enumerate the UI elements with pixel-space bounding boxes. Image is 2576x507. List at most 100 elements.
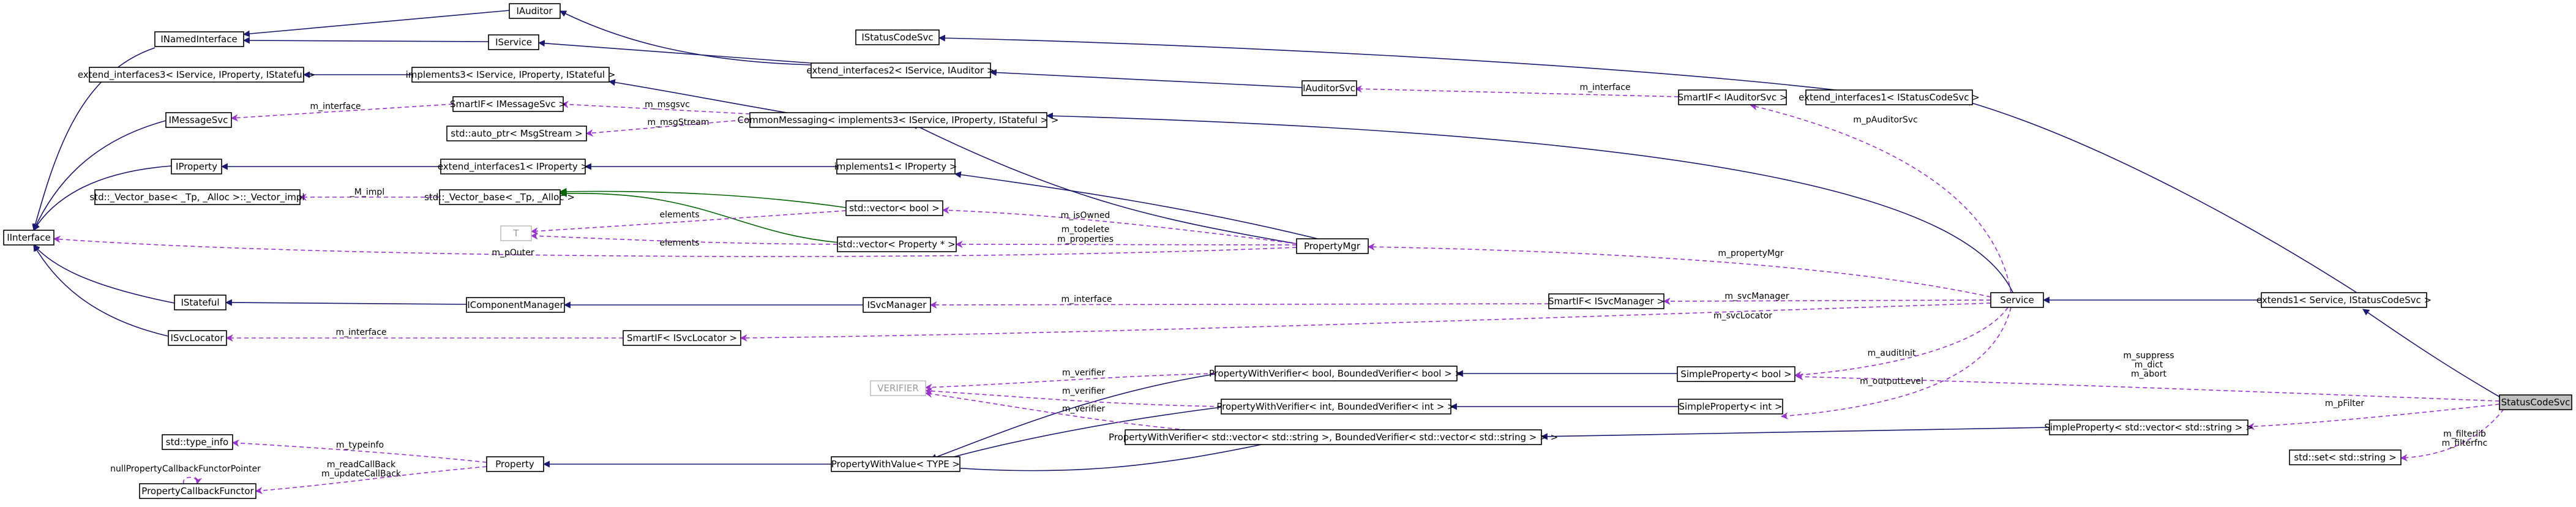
node-property[interactable]: Property [486, 456, 544, 472]
node-isvcmanager[interactable]: ISvcManager [863, 297, 931, 313]
svg-text:T: T [512, 228, 519, 239]
node-implements1-iproperty[interactable]: implements1< IProperty > [834, 159, 957, 175]
svg-text:CommonMessaging< implements3<: CommonMessaging< implements3< IService, … [738, 115, 1059, 126]
node-iauditor[interactable]: IAuditor [509, 3, 561, 19]
node-isvclocator[interactable]: ISvcLocator [168, 330, 227, 346]
svg-text:Service: Service [2000, 295, 2034, 306]
svg-text:extend_interfaces1< IStatusCod: extend_interfaces1< IStatusCodeSvc > [1799, 92, 1980, 103]
svg-text:VERIFIER: VERIFIER [877, 383, 919, 394]
node-smartif-isvcmanager[interactable]: SmartIF< ISvcManager > [1548, 293, 1664, 309]
label-m-pauditorsvc: m_pAuditorSvc [1853, 115, 1917, 125]
node-iinterface[interactable]: IInterface [3, 230, 54, 246]
node-istateful[interactable]: IStateful [174, 295, 227, 310]
edge-vectorbool-vectorbase [559, 187, 847, 208]
node-imessagesvc[interactable]: IMessageSvc [165, 112, 232, 128]
svg-text:IAuditorSvc: IAuditorSvc [1303, 83, 1355, 94]
node-commonmessaging[interactable]: CommonMessaging< implements3< IService, … [738, 112, 1059, 128]
node-extend-ifaces1-iproperty[interactable]: extend_interfaces1< IProperty > [438, 159, 588, 175]
node-service[interactable]: Service [1990, 292, 2044, 308]
svg-text:std::type_info: std::type_info [166, 437, 228, 448]
edge-commonmessaging-implements3 [608, 79, 809, 117]
edge-icomponentmanager-istateful [225, 299, 467, 306]
svg-text:SmartIF< IAuditorSvc >: SmartIF< IAuditorSvc > [1678, 92, 1788, 103]
node-simpleproperty-bool[interactable]: SimpleProperty< bool > [1677, 366, 1795, 382]
label-m-outputlevel: m_outputLevel [1860, 377, 1923, 386]
svg-text:extend_interfaces3< IService,: extend_interfaces3< IService, IProperty,… [78, 69, 315, 81]
svg-text:std::_Vector_base< _Tp, _Alloc: std::_Vector_base< _Tp, _Alloc > [424, 192, 575, 203]
node-icomponentmanager[interactable]: IComponentManager [466, 297, 565, 313]
edge-property-typeinfo [231, 439, 487, 463]
edge-pwvbool-pwv-base [929, 373, 1219, 460]
node-vector-property[interactable]: std::vector< Property * > [837, 236, 957, 252]
svg-text:PropertyCallbackFunctor: PropertyCallbackFunctor [141, 486, 254, 497]
node-propertywithvalue[interactable]: PropertyWithValue< TYPE > [831, 456, 960, 472]
label-m-verifier-2: m_verifier [1062, 386, 1106, 396]
svg-text:implements1< IProperty >: implements1< IProperty > [834, 161, 957, 172]
edge-extend3-iservice [537, 40, 812, 64]
node-simpleproperty-vecstr[interactable]: SimpleProperty< std::vector< std::string… [2044, 419, 2253, 435]
node-extend-ifaces2[interactable]: extend_interfaces2< IService, IAuditor > [807, 62, 995, 78]
node-type-info[interactable]: std::type_info [162, 434, 233, 450]
node-smartif-isvclocator[interactable]: SmartIF< ISvcLocator > [623, 330, 741, 346]
edge-isvclocator-iinterface [33, 244, 169, 337]
node-vector-impl[interactable]: std::_Vector_base< _Tp, _Alloc >::_Vecto… [89, 189, 305, 205]
edge-propertymgr-vectorbool [942, 206, 1297, 244]
label-m-auditinit: m_auditInit [1868, 348, 1916, 358]
edge-propertymgr-implements1 [954, 171, 1326, 241]
node-istatuscodesvc[interactable]: IStatusCodeSvc [855, 29, 940, 45]
node-iauditorsvc[interactable]: IAuditorSvc [1301, 80, 1357, 96]
svg-text:StatusCodeSvc: StatusCodeSvc [2501, 397, 2570, 408]
edge-propertymgr-commonmessaging [912, 123, 1297, 244]
svg-text:implements3< IService, IProper: implements3< IService, IProperty, IState… [406, 69, 616, 80]
edge-pwvvecstr-pwv-base [935, 443, 1268, 471]
node-propertymgr[interactable]: PropertyMgr [1296, 238, 1369, 254]
node-extend-ifaces3[interactable]: extend_interfaces3< IService, IProperty,… [78, 67, 315, 83]
svg-text:IComponentManager: IComponentManager [467, 299, 564, 310]
node-implements3[interactable]: implements3< IService, IProperty, IState… [406, 67, 616, 83]
edge-pwvbool-verifier [924, 373, 1216, 391]
node-smartif-iauditorsvc[interactable]: SmartIF< IAuditorSvc > [1678, 89, 1788, 105]
node-pwv-int[interactable]: PropertyWithVerifier< int, BoundedVerifi… [1216, 399, 1455, 415]
edge-property-callbackfunctor [255, 466, 487, 495]
node-t-param[interactable]: T [500, 225, 532, 241]
label-m-pouter: m_pOuter [492, 248, 534, 258]
node-inamedinterface[interactable]: INamedInterface [154, 31, 244, 47]
label-m-msgstream: m_msgStream [647, 118, 709, 127]
label-m-interface-svcloc: m_interface [335, 328, 386, 337]
label-m-typeinfo: m_typeinfo [336, 440, 384, 450]
label-m-abort: m_abort [2131, 369, 2166, 379]
node-iservice[interactable]: IService [488, 34, 539, 50]
label-nullpropertycallback: nullPropertyCallbackFunctorPointer [110, 464, 261, 474]
svg-text:std::vector< bool >: std::vector< bool > [849, 203, 940, 214]
node-vector-base[interactable]: std::_Vector_base< _Tp, _Alloc > [424, 189, 575, 205]
node-extends1[interactable]: extends1< Service, IStatusCodeSvc > [2256, 292, 2432, 308]
svg-text:std::vector< Property * >: std::vector< Property * > [838, 239, 955, 250]
svg-text:PropertyWithVerifier< bool, Bo: PropertyWithVerifier< bool, BoundedVerif… [1209, 368, 1462, 379]
node-set-string[interactable]: std::set< std::string > [2289, 449, 2402, 465]
svg-text:extend_interfaces2< IService,: extend_interfaces2< IService, IAuditor > [807, 65, 995, 77]
node-pwv-bool[interactable]: PropertyWithVerifier< bool, BoundedVerif… [1209, 366, 1462, 381]
node-auto-ptr-msgstream[interactable]: std::auto_ptr< MsgStream > [446, 126, 587, 141]
label-m-readcallback: m_readCallBack [327, 460, 396, 470]
edge-iauditor-inamedinterface [242, 10, 510, 37]
node-vector-bool[interactable]: std::vector< bool > [845, 200, 943, 216]
node-smartif-imessagesvc[interactable]: SmartIF< IMessageSvc > [450, 96, 566, 112]
edge-inamedinterface-iinterface [32, 47, 155, 231]
node-verifier[interactable]: VERIFIER [870, 380, 926, 396]
node-pwv-vecstr[interactable]: PropertyWithVerifier< std::vector< std::… [1109, 429, 1558, 445]
svg-text:SimpleProperty< int >: SimpleProperty< int > [1679, 401, 1783, 412]
label-m-propertymgr: m_propertyMgr [1718, 249, 1784, 258]
svg-text:SimpleProperty< std::vector< s: SimpleProperty< std::vector< std::string… [2044, 422, 2253, 433]
edge-pwvint-pwv-base [932, 407, 1222, 464]
edge-vectorprop-t [530, 232, 838, 245]
node-simpleproperty-int[interactable]: SimpleProperty< int > [1678, 399, 1783, 415]
svg-text:IStatusCodeSvc: IStatusCodeSvc [861, 32, 933, 43]
node-statuscodesvc[interactable]: StatusCodeSvc [2499, 394, 2572, 410]
svg-text:IAuditor: IAuditor [516, 6, 553, 17]
node-extend-ifaces1-status[interactable]: extend_interfaces1< IStatusCodeSvc > [1799, 89, 1980, 105]
node-iproperty[interactable]: IProperty [171, 159, 222, 175]
node-propertycallbackfunctor[interactable]: PropertyCallbackFunctor [139, 483, 256, 499]
edge-callbackfunctor-self [183, 476, 203, 485]
label-elements-1: elements [659, 210, 699, 220]
